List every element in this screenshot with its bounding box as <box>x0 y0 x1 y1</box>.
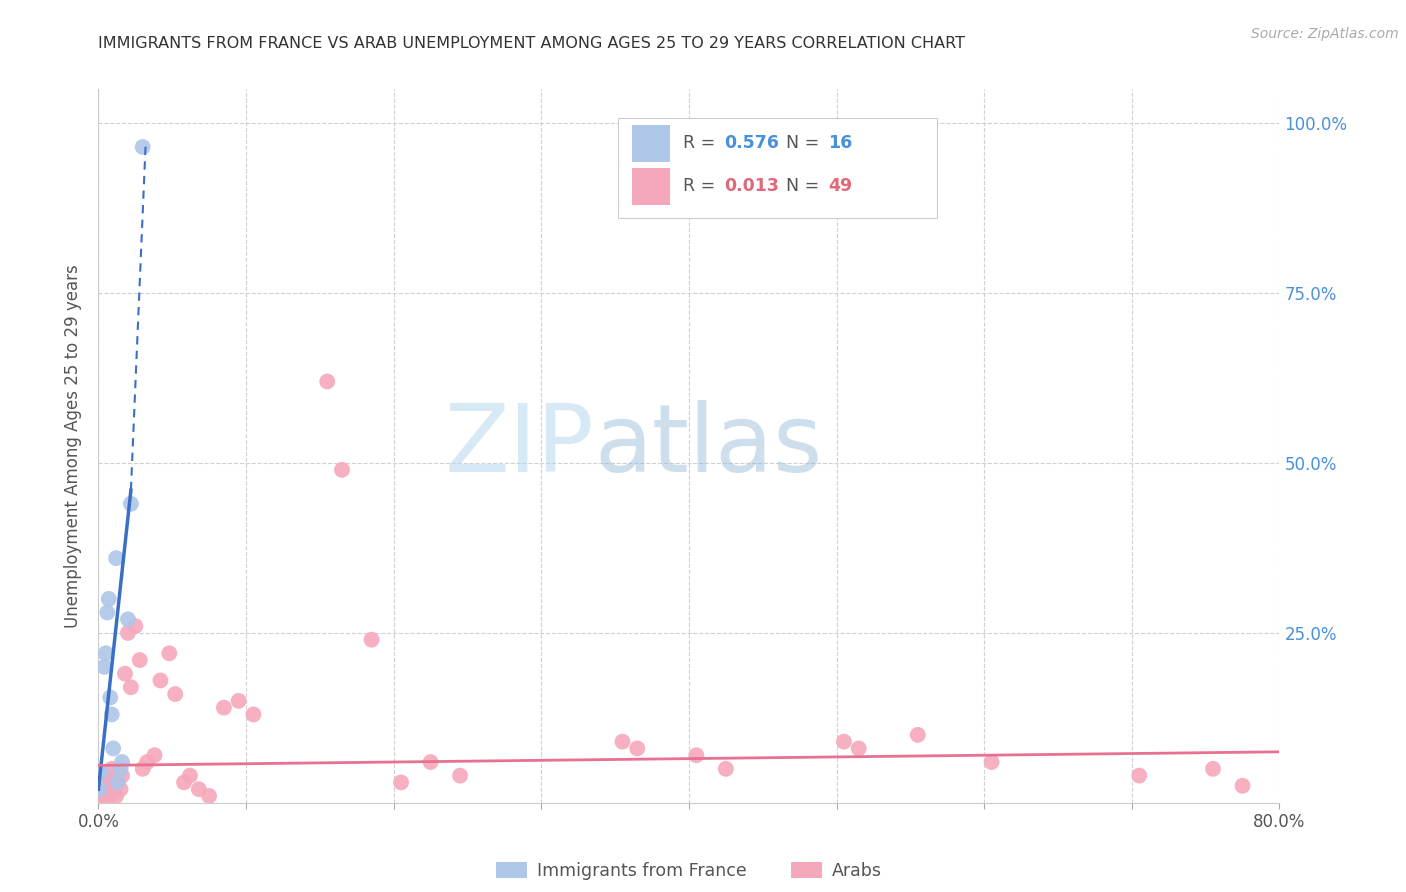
Text: 49: 49 <box>828 178 852 195</box>
Point <box>93 789 115 803</box>
Point <box>94 769 117 783</box>
Point <box>110 782 132 797</box>
Point <box>90 782 112 797</box>
Point <box>107 775 129 789</box>
Point <box>389 775 412 789</box>
FancyBboxPatch shape <box>633 168 671 205</box>
Point <box>198 789 221 803</box>
Text: 0.576: 0.576 <box>724 135 779 153</box>
Text: 0.013: 0.013 <box>724 178 779 195</box>
Point <box>212 700 235 714</box>
Point <box>149 673 172 688</box>
Point <box>330 463 353 477</box>
Point <box>105 789 128 803</box>
Point <box>179 769 201 783</box>
Point <box>132 140 155 154</box>
Point <box>96 782 118 797</box>
Point <box>612 734 634 748</box>
Point <box>187 782 209 797</box>
Point <box>97 591 120 606</box>
FancyBboxPatch shape <box>633 125 671 162</box>
Text: Source: ZipAtlas.com: Source: ZipAtlas.com <box>1251 27 1399 41</box>
Point <box>100 762 122 776</box>
Point <box>107 775 129 789</box>
Y-axis label: Unemployment Among Ages 25 to 29 years: Unemployment Among Ages 25 to 29 years <box>65 264 83 628</box>
Point <box>103 741 125 756</box>
Point <box>98 775 121 789</box>
Point <box>111 755 134 769</box>
Point <box>136 755 159 769</box>
Text: R =: R = <box>683 178 721 195</box>
Point <box>89 782 111 797</box>
Text: R =: R = <box>683 135 721 153</box>
Point <box>419 755 441 769</box>
Point <box>848 741 870 756</box>
Point <box>110 762 132 776</box>
FancyBboxPatch shape <box>619 118 936 218</box>
Point <box>173 775 195 789</box>
Point <box>94 646 117 660</box>
Point <box>685 748 707 763</box>
Point <box>242 707 264 722</box>
Point <box>105 551 128 566</box>
Point <box>907 728 929 742</box>
Point <box>832 734 855 748</box>
Point <box>1202 762 1225 776</box>
Point <box>100 707 122 722</box>
Text: N =: N = <box>786 178 824 195</box>
Point <box>1128 769 1150 783</box>
Point <box>132 762 155 776</box>
Point <box>360 632 382 647</box>
Point <box>103 782 125 797</box>
Point <box>626 741 648 756</box>
Point <box>316 375 339 389</box>
Point <box>980 755 1002 769</box>
Text: ZIP: ZIP <box>444 400 595 492</box>
Legend: Immigrants from France, Arabs: Immigrants from France, Arabs <box>489 855 889 887</box>
Point <box>449 769 471 783</box>
Point <box>157 646 180 660</box>
Point <box>96 606 118 620</box>
Point <box>117 612 139 626</box>
Point <box>89 789 111 803</box>
Point <box>117 626 139 640</box>
Point <box>143 748 166 763</box>
Point <box>124 619 146 633</box>
Point <box>97 789 120 803</box>
Text: N =: N = <box>786 135 824 153</box>
Point <box>111 769 134 783</box>
Point <box>128 653 150 667</box>
Point <box>714 762 737 776</box>
Text: atlas: atlas <box>595 400 823 492</box>
Text: 16: 16 <box>828 135 852 153</box>
Point <box>114 666 136 681</box>
Text: IMMIGRANTS FROM FRANCE VS ARAB UNEMPLOYMENT AMONG AGES 25 TO 29 YEARS CORRELATIO: IMMIGRANTS FROM FRANCE VS ARAB UNEMPLOYM… <box>98 36 966 51</box>
Point <box>90 765 112 780</box>
Point <box>120 680 142 694</box>
Point <box>1232 779 1254 793</box>
Point <box>228 694 250 708</box>
Point <box>93 660 115 674</box>
Point <box>120 497 142 511</box>
Point <box>91 775 114 789</box>
Point <box>165 687 187 701</box>
Point <box>98 690 121 705</box>
